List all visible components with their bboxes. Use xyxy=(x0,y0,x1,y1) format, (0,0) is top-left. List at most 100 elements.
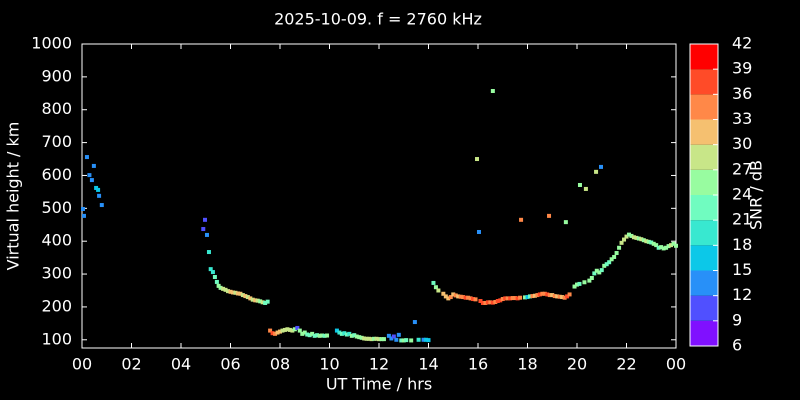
data-point xyxy=(214,279,219,284)
x-axis-label: UT Time / hrs xyxy=(326,375,432,394)
data-point xyxy=(285,327,290,332)
y-tick-label: 900 xyxy=(41,66,72,85)
data-point xyxy=(89,178,94,183)
colorbar-tick-label: 15 xyxy=(732,260,752,279)
data-point xyxy=(255,298,260,303)
colorbar-tick-label: 24 xyxy=(732,185,752,204)
data-point xyxy=(362,336,367,341)
y-axis-label: Virtual height / km xyxy=(4,122,23,271)
data-point xyxy=(352,333,357,338)
colorbar-tick-label: 33 xyxy=(732,109,752,128)
data-point xyxy=(245,295,250,300)
data-point xyxy=(456,294,461,299)
data-point xyxy=(671,241,676,246)
data-point xyxy=(458,294,463,299)
data-point xyxy=(483,300,488,305)
data-point xyxy=(221,286,226,291)
data-point xyxy=(488,300,493,305)
y-tick-label: 100 xyxy=(41,329,72,348)
colorbar-bin xyxy=(690,220,718,246)
data-point xyxy=(201,227,206,232)
data-point xyxy=(495,299,500,304)
data-point xyxy=(475,157,480,162)
data-point xyxy=(87,173,92,178)
data-point xyxy=(80,206,85,211)
data-point xyxy=(523,295,528,300)
data-point xyxy=(302,330,307,335)
data-point xyxy=(206,250,211,255)
data-point xyxy=(441,291,446,296)
data-point xyxy=(96,187,101,192)
data-point xyxy=(473,297,478,302)
data-point xyxy=(230,290,235,295)
data-point xyxy=(493,299,498,304)
x-tick-label: 00 xyxy=(72,355,92,374)
data-point xyxy=(567,292,572,297)
data-point xyxy=(490,300,495,305)
x-tick-label: 10 xyxy=(319,355,339,374)
data-point xyxy=(500,297,505,302)
data-point xyxy=(278,329,282,334)
data-point xyxy=(656,245,661,250)
data-point xyxy=(594,268,599,273)
data-point xyxy=(478,299,483,304)
data-point xyxy=(342,331,347,336)
data-point xyxy=(612,254,617,259)
y-tick-label: 700 xyxy=(41,132,72,151)
colorbar-bin xyxy=(690,119,718,145)
data-point xyxy=(547,293,552,298)
colorbar-bin xyxy=(690,144,718,170)
colorbar-tick-label: 42 xyxy=(732,34,752,53)
data-point xyxy=(607,260,612,265)
data-point xyxy=(287,327,292,332)
data-point xyxy=(604,262,609,267)
data-point xyxy=(664,245,669,250)
data-point xyxy=(359,335,364,340)
data-point xyxy=(433,285,438,290)
data-point xyxy=(431,280,436,285)
x-tick-label: 08 xyxy=(270,355,290,374)
data-point xyxy=(461,295,466,300)
data-point xyxy=(463,295,468,300)
data-point xyxy=(315,333,320,338)
data-point xyxy=(540,291,545,296)
data-point xyxy=(416,337,421,342)
data-point xyxy=(228,289,233,294)
data-point xyxy=(602,263,607,268)
data-point xyxy=(550,293,555,298)
data-point xyxy=(515,296,520,301)
data-point xyxy=(468,296,473,301)
x-tick-label: 22 xyxy=(616,355,636,374)
data-point xyxy=(310,331,315,336)
data-point xyxy=(649,240,654,245)
data-point xyxy=(448,295,453,300)
data-point xyxy=(599,268,604,273)
data-point xyxy=(557,294,562,299)
colorbar-tick-label: 9 xyxy=(732,310,742,329)
data-point xyxy=(626,232,631,237)
data-point xyxy=(490,88,495,93)
data-point xyxy=(270,331,275,336)
colorbar-tick-label: 30 xyxy=(732,134,752,153)
x-tick-label: 06 xyxy=(220,355,240,374)
x-tick-label: 14 xyxy=(418,355,438,374)
x-tick-label: 04 xyxy=(171,355,191,374)
data-point xyxy=(250,297,255,302)
data-point xyxy=(394,337,399,342)
data-point xyxy=(297,328,302,333)
data-point xyxy=(542,291,547,296)
data-point xyxy=(334,328,339,333)
data-point xyxy=(537,292,542,297)
data-point xyxy=(300,331,305,336)
y-tick-label: 800 xyxy=(41,99,72,118)
data-point xyxy=(498,298,503,303)
colorbar-tick-label: 27 xyxy=(732,159,752,178)
x-tick-label: 16 xyxy=(468,355,488,374)
data-point xyxy=(634,235,639,240)
colorbar-tick-label: 36 xyxy=(732,84,752,103)
data-point xyxy=(325,333,330,338)
data-point xyxy=(513,296,518,301)
colorbar-bin xyxy=(690,195,718,221)
data-point xyxy=(354,334,359,339)
data-point xyxy=(443,294,448,299)
